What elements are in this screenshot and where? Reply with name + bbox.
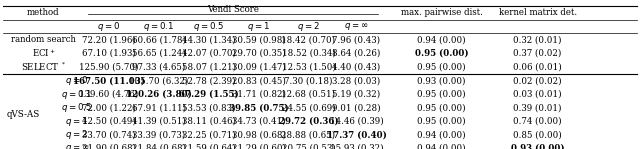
Text: kernel matrix det.: kernel matrix det. <box>499 8 577 17</box>
Text: 33.39 (0.73): 33.39 (0.73) <box>132 130 186 139</box>
Text: 125.90 (5.70): 125.90 (5.70) <box>79 62 138 72</box>
Text: 30.59 (0.98): 30.59 (0.98) <box>232 35 285 44</box>
Text: $q=0.5$: $q=0.5$ <box>193 20 224 33</box>
Text: 9.01 (0.28): 9.01 (0.28) <box>332 103 381 112</box>
Text: 21.59 (0.64): 21.59 (0.64) <box>182 144 236 149</box>
Text: qVS-AS: qVS-AS <box>6 110 40 119</box>
Text: 39.85 (0.75): 39.85 (0.75) <box>228 103 289 112</box>
Text: 0.06 (0.01): 0.06 (0.01) <box>513 62 562 72</box>
Text: 21.90 (0.68): 21.90 (0.68) <box>82 144 136 149</box>
Text: 0.32 (0.01): 0.32 (0.01) <box>513 35 562 44</box>
Text: 4.40 (0.43): 4.40 (0.43) <box>332 62 381 72</box>
Text: method: method <box>28 8 60 17</box>
Text: $q=2$: $q=2$ <box>297 20 320 33</box>
Text: ECI$^+$: ECI$^+$ <box>31 48 56 59</box>
Text: $q=0$: $q=0$ <box>65 74 88 87</box>
Text: 42.50 (0.49): 42.50 (0.49) <box>82 117 136 126</box>
Text: 58.07 (1.21): 58.07 (1.21) <box>182 62 236 72</box>
Text: 18.52 (0.34): 18.52 (0.34) <box>282 49 335 58</box>
Text: $q=1$: $q=1$ <box>65 115 88 128</box>
Text: 30.09 (1.47): 30.09 (1.47) <box>232 62 285 72</box>
Text: 3.28 (0.03): 3.28 (0.03) <box>332 76 381 85</box>
Text: $q=\infty$: $q=\infty$ <box>65 143 89 149</box>
Text: 0.39 (0.01): 0.39 (0.01) <box>513 103 562 112</box>
Text: 41.39 (0.51): 41.39 (0.51) <box>132 117 186 126</box>
Text: $q=2$: $q=2$ <box>65 128 88 141</box>
Text: $q=0$: $q=0$ <box>97 20 120 33</box>
Text: 38.11 (0.46): 38.11 (0.46) <box>182 117 236 126</box>
Text: 0.94 (0.00): 0.94 (0.00) <box>417 35 466 44</box>
Text: $q=1$: $q=1$ <box>247 20 270 33</box>
Text: 0.03 (0.01): 0.03 (0.01) <box>513 90 562 99</box>
Text: 0.85 (0.00): 0.85 (0.00) <box>513 130 562 139</box>
Text: $q=\infty$: $q=\infty$ <box>344 21 369 32</box>
Text: 56.65 (1.24): 56.65 (1.24) <box>132 49 186 58</box>
Text: 120.26 (3.80): 120.26 (3.80) <box>126 90 191 99</box>
Text: Vendi Score: Vendi Score <box>207 5 259 14</box>
Text: 21.84 (0.68): 21.84 (0.68) <box>132 144 186 149</box>
Text: 0.93 (0.00): 0.93 (0.00) <box>417 76 466 85</box>
Text: 67.91 (1.11): 67.91 (1.11) <box>132 103 186 112</box>
Text: 34.73 (0.41): 34.73 (0.41) <box>232 117 285 126</box>
Text: 15.93 (0.32): 15.93 (0.32) <box>330 144 383 149</box>
Text: $q=0.5$: $q=0.5$ <box>61 101 92 114</box>
Text: 30.98 (0.68): 30.98 (0.68) <box>232 130 285 139</box>
Text: 67.29 (1.55): 67.29 (1.55) <box>179 90 239 99</box>
Text: 18.42 (0.70): 18.42 (0.70) <box>282 35 335 44</box>
Text: 72.20 (1.96): 72.20 (1.96) <box>82 35 136 44</box>
Text: 0.93 (0.00): 0.93 (0.00) <box>511 144 564 149</box>
Text: 21.29 (0.60): 21.29 (0.60) <box>232 144 285 149</box>
Text: $q=0.1$: $q=0.1$ <box>61 88 92 101</box>
Text: 0.02 (0.02): 0.02 (0.02) <box>513 76 562 85</box>
Text: random search: random search <box>11 35 76 44</box>
Text: 53.53 (0.83): 53.53 (0.83) <box>182 103 236 112</box>
Text: 12.53 (1.50): 12.53 (1.50) <box>282 62 335 72</box>
Text: 28.88 (0.65): 28.88 (0.65) <box>282 130 335 139</box>
Text: 7.96 (0.43): 7.96 (0.43) <box>332 35 381 44</box>
Text: 0.74 (0.00): 0.74 (0.00) <box>513 117 562 126</box>
Text: 32.25 (0.71): 32.25 (0.71) <box>182 130 236 139</box>
Text: 29.70 (0.35): 29.70 (0.35) <box>232 49 285 58</box>
Text: 0.37 (0.02): 0.37 (0.02) <box>513 49 562 58</box>
Text: 52.78 (2.39): 52.78 (2.39) <box>182 76 236 85</box>
Text: 0.95 (0.00): 0.95 (0.00) <box>417 62 466 72</box>
Text: 31.71 (0.82): 31.71 (0.82) <box>232 90 285 99</box>
Text: SELECT $^*$: SELECT $^*$ <box>21 61 66 73</box>
Text: 20.75 (0.53): 20.75 (0.53) <box>282 144 335 149</box>
Text: 0.95 (0.00): 0.95 (0.00) <box>417 90 466 99</box>
Text: 5.19 (0.32): 5.19 (0.32) <box>332 90 381 99</box>
Text: 33.70 (0.74): 33.70 (0.74) <box>82 130 136 139</box>
Text: max. pairwise dist.: max. pairwise dist. <box>401 8 483 17</box>
Text: 0.95 (0.00): 0.95 (0.00) <box>417 117 466 126</box>
Text: 60.66 (1.78): 60.66 (1.78) <box>132 35 186 44</box>
Text: 17.37 (0.40): 17.37 (0.40) <box>326 130 387 139</box>
Text: 14.46 (0.39): 14.46 (0.39) <box>330 117 383 126</box>
Text: 20.83 (0.45): 20.83 (0.45) <box>232 76 285 85</box>
Text: 167.50 (11.03): 167.50 (11.03) <box>73 76 145 85</box>
Text: 44.30 (1.34): 44.30 (1.34) <box>182 35 236 44</box>
Text: 42.07 (0.70): 42.07 (0.70) <box>182 49 236 58</box>
Text: 0.94 (0.00): 0.94 (0.00) <box>417 130 466 139</box>
Text: 0.95 (0.00): 0.95 (0.00) <box>415 49 468 58</box>
Text: 12.68 (0.51): 12.68 (0.51) <box>282 90 335 99</box>
Text: 0.94 (0.00): 0.94 (0.00) <box>417 144 466 149</box>
Text: 72.00 (1.22): 72.00 (1.22) <box>82 103 136 112</box>
Text: 7.30 (0.18): 7.30 (0.18) <box>284 76 333 85</box>
Text: 0.95 (0.00): 0.95 (0.00) <box>417 103 466 112</box>
Text: 29.72 (0.36): 29.72 (0.36) <box>278 117 339 126</box>
Text: 67.10 (1.93): 67.10 (1.93) <box>82 49 136 58</box>
Text: 105.70 (6.32): 105.70 (6.32) <box>129 76 188 85</box>
Text: 24.55 (0.69): 24.55 (0.69) <box>282 103 335 112</box>
Text: $q=0.1$: $q=0.1$ <box>143 20 174 33</box>
Text: 8.64 (0.26): 8.64 (0.26) <box>332 49 381 58</box>
Text: 97.33 (4.65): 97.33 (4.65) <box>132 62 186 72</box>
Text: 139.60 (4.76): 139.60 (4.76) <box>79 90 138 99</box>
